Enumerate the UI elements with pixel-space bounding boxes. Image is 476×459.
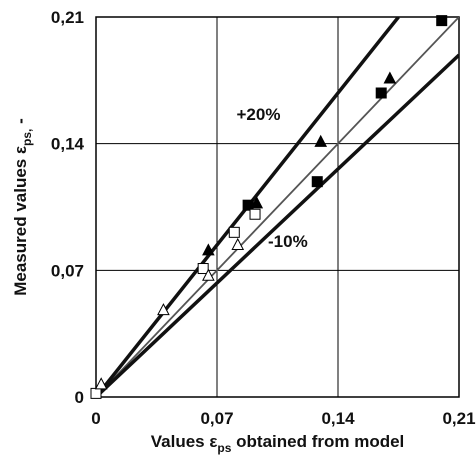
y-tick-label: 0 bbox=[75, 388, 84, 407]
plot-frame bbox=[95, 16, 460, 398]
open-triangle-point bbox=[202, 268, 215, 281]
open-triangle-point bbox=[231, 237, 245, 250]
filled-triangle-point bbox=[314, 134, 328, 147]
filled-square-point bbox=[375, 87, 387, 99]
y-tick-label: 0,07 bbox=[51, 261, 84, 280]
y-axis-title: Measured values εps, - bbox=[11, 118, 34, 296]
filled-triangle-point bbox=[202, 243, 215, 256]
tick-labels: 0 0,07 0,14 0,21 0 0,07 0,14 0,21 bbox=[51, 8, 476, 428]
y-tick-label: 0,14 bbox=[51, 135, 85, 154]
x-tick-label: 0,21 bbox=[442, 409, 475, 428]
filled-square-point bbox=[242, 199, 254, 211]
line-annotation: -10% bbox=[268, 232, 308, 251]
grid bbox=[96, 17, 459, 397]
open-square-point bbox=[228, 226, 240, 238]
filled-triangle-point bbox=[250, 196, 264, 209]
data-points bbox=[90, 15, 448, 399]
reference-line bbox=[96, 53, 459, 397]
filled-square-point bbox=[436, 15, 448, 27]
filled-triangle-point bbox=[383, 71, 397, 84]
open-triangle-point bbox=[157, 303, 170, 316]
reference-line bbox=[96, 17, 459, 397]
filled-square-point bbox=[311, 176, 323, 188]
x-tick-label: 0 bbox=[91, 409, 100, 428]
open-triangle-point bbox=[94, 377, 108, 390]
line-annotation: +20% bbox=[237, 105, 281, 124]
annotations: +20% -10% bbox=[237, 105, 308, 251]
x-axis-title: Values εps obtained from model bbox=[151, 432, 405, 455]
x-tick-label: 0,14 bbox=[321, 409, 355, 428]
y-tick-label: 0,21 bbox=[51, 8, 84, 27]
open-square-point bbox=[249, 208, 261, 220]
open-square-point bbox=[90, 387, 102, 399]
reference-lines bbox=[96, 17, 459, 397]
x-tick-label: 0,07 bbox=[200, 409, 233, 428]
open-square-point bbox=[197, 263, 209, 275]
